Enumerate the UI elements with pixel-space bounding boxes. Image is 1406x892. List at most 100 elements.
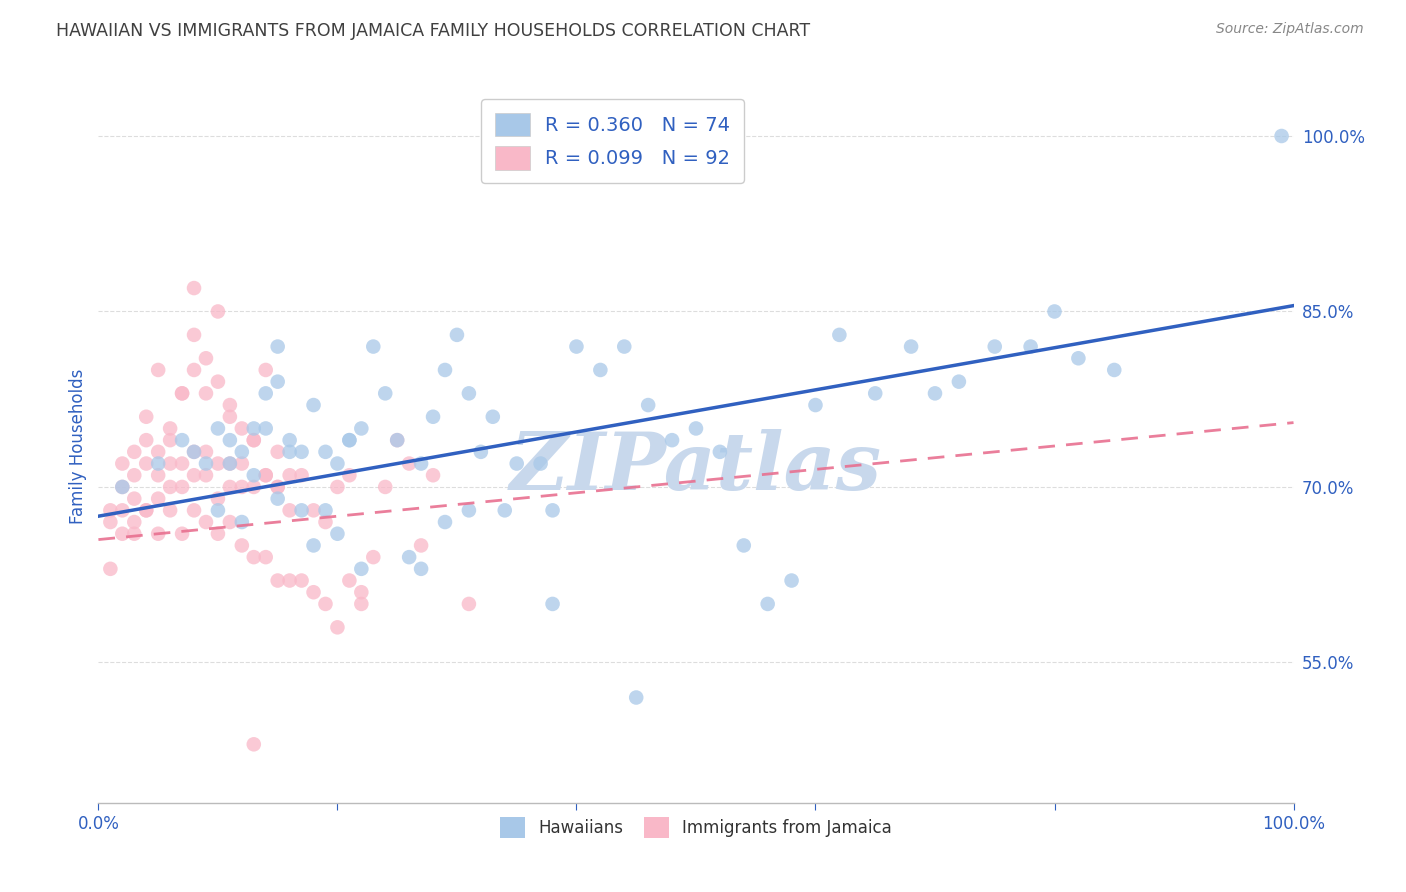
Point <box>398 457 420 471</box>
Point <box>231 445 253 459</box>
Point <box>159 433 181 447</box>
Point <box>339 433 361 447</box>
Point <box>159 421 181 435</box>
Point <box>183 503 205 517</box>
Point <box>219 409 242 424</box>
Point <box>339 574 361 588</box>
Point <box>219 398 242 412</box>
Point <box>1019 340 1042 354</box>
Point <box>315 445 337 459</box>
Point <box>339 468 361 483</box>
Point <box>267 340 290 354</box>
Point <box>733 538 755 552</box>
Point <box>541 597 564 611</box>
Point <box>148 468 170 483</box>
Point <box>207 503 229 517</box>
Point <box>315 515 337 529</box>
Point <box>195 445 218 459</box>
Point <box>411 538 433 552</box>
Point <box>302 585 325 599</box>
Point <box>326 620 349 634</box>
Point <box>98 503 122 517</box>
Point <box>124 468 146 483</box>
Point <box>135 457 157 471</box>
Text: ZIPatlas: ZIPatlas <box>510 429 882 506</box>
Point <box>626 690 648 705</box>
Point <box>98 515 122 529</box>
Point <box>148 457 170 471</box>
Point <box>254 550 277 565</box>
Point <box>267 480 290 494</box>
Point <box>494 503 516 517</box>
Point <box>148 445 170 459</box>
Point <box>350 421 373 435</box>
Point <box>411 457 433 471</box>
Point <box>135 503 157 517</box>
Point <box>243 737 266 751</box>
Point <box>219 433 242 447</box>
Point <box>291 445 314 459</box>
Point <box>195 386 218 401</box>
Point <box>828 327 851 342</box>
Point <box>434 515 457 529</box>
Point <box>231 480 253 494</box>
Point <box>124 515 146 529</box>
Point <box>278 574 301 588</box>
Point <box>172 457 194 471</box>
Point <box>124 526 146 541</box>
Point <box>135 409 157 424</box>
Point <box>267 375 290 389</box>
Point <box>398 550 420 565</box>
Point <box>422 468 444 483</box>
Point <box>207 421 229 435</box>
Point <box>159 503 181 517</box>
Point <box>326 526 349 541</box>
Point <box>267 491 290 506</box>
Point <box>374 386 396 401</box>
Point <box>446 327 468 342</box>
Point <box>207 526 229 541</box>
Point <box>172 386 194 401</box>
Point <box>302 398 325 412</box>
Text: Source: ZipAtlas.com: Source: ZipAtlas.com <box>1216 22 1364 37</box>
Point <box>506 457 529 471</box>
Point <box>148 526 170 541</box>
Point <box>183 445 205 459</box>
Point <box>159 457 181 471</box>
Point <box>411 562 433 576</box>
Point <box>291 468 314 483</box>
Point <box>111 480 134 494</box>
Point <box>780 574 803 588</box>
Point <box>278 433 301 447</box>
Point <box>231 515 253 529</box>
Legend: Hawaiians, Immigrants from Jamaica: Hawaiians, Immigrants from Jamaica <box>494 811 898 845</box>
Text: HAWAIIAN VS IMMIGRANTS FROM JAMAICA FAMILY HOUSEHOLDS CORRELATION CHART: HAWAIIAN VS IMMIGRANTS FROM JAMAICA FAMI… <box>56 22 810 40</box>
Point <box>183 468 205 483</box>
Point <box>481 409 505 424</box>
Point <box>231 421 253 435</box>
Point <box>434 363 457 377</box>
Point <box>267 445 290 459</box>
Point <box>219 457 242 471</box>
Point <box>984 340 1007 354</box>
Point <box>385 433 409 447</box>
Point <box>231 538 253 552</box>
Point <box>243 468 266 483</box>
Point <box>900 340 922 354</box>
Point <box>541 503 564 517</box>
Point <box>195 351 218 366</box>
Point <box>291 574 314 588</box>
Point <box>278 503 301 517</box>
Point <box>172 526 194 541</box>
Point <box>339 433 361 447</box>
Point <box>98 562 122 576</box>
Point <box>267 480 290 494</box>
Point <box>589 363 612 377</box>
Point <box>219 457 242 471</box>
Point <box>207 457 229 471</box>
Point <box>219 515 242 529</box>
Point <box>124 491 146 506</box>
Y-axis label: Family Households: Family Households <box>69 368 87 524</box>
Point <box>685 421 707 435</box>
Point <box>422 409 444 424</box>
